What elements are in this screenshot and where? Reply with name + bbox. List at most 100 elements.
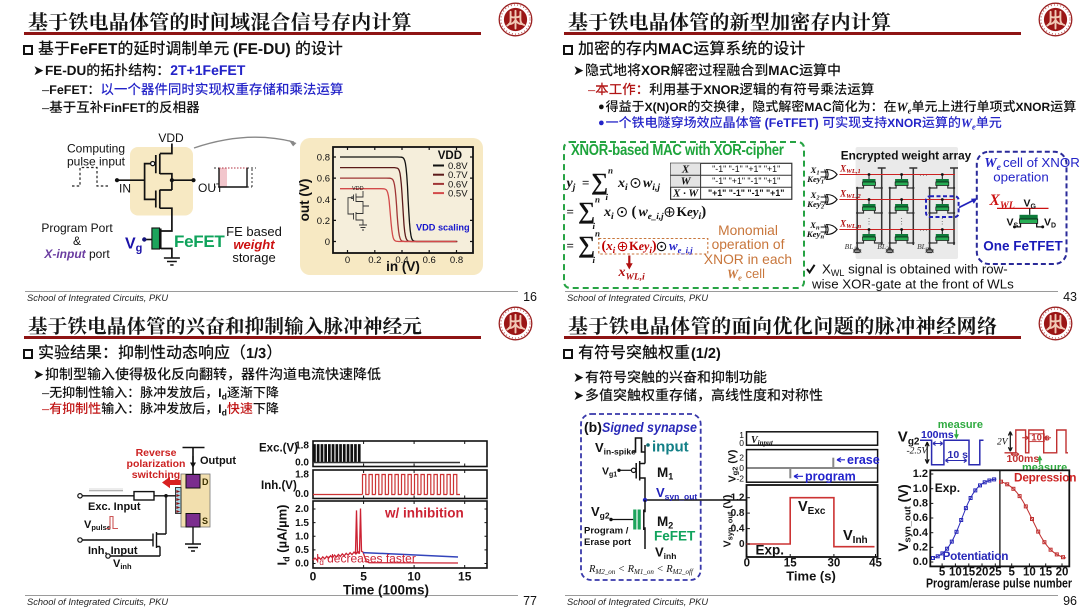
svg-text:0.4: 0.4	[395, 255, 408, 266]
svg-text:15: 15	[458, 570, 472, 584]
svg-text:input: input	[652, 439, 689, 456]
svg-text:···: ···	[919, 170, 928, 180]
svg-text:0.2: 0.2	[368, 255, 381, 266]
svg-text:0: 0	[739, 539, 745, 550]
svg-text:0.4: 0.4	[731, 524, 745, 535]
svg-text:1.8: 1.8	[295, 470, 309, 481]
svg-text:···: ···	[919, 225, 928, 235]
svg-text:w/ inhibition: w/ inhibition	[384, 506, 464, 521]
svg-text:X2: X2	[809, 190, 820, 202]
svg-text:(b): (b)	[584, 419, 602, 435]
svg-text:wise XOR-gate at the front of: wise XOR-gate at the front of WLs	[811, 277, 1014, 292]
svg-text:FeFET: FeFET	[654, 529, 696, 544]
svg-text:0: 0	[739, 438, 744, 448]
svg-text:0.2: 0.2	[317, 216, 330, 227]
svg-text:Program /: Program /	[584, 526, 629, 537]
svg-text:2: 2	[739, 453, 744, 463]
svg-text:Encrypted weight array: Encrypted weight array	[841, 149, 972, 163]
svg-text:storage: storage	[232, 250, 275, 265]
svg-text:Exc.(V): Exc.(V)	[259, 443, 298, 455]
svg-text:Vg2: Vg2	[591, 504, 610, 521]
svg-text:Exp.: Exp.	[756, 543, 785, 558]
svg-text:measure: measure	[938, 419, 983, 431]
svg-text:operation: operation	[993, 170, 1048, 185]
svg-text:Vg: Vg	[125, 236, 142, 255]
svg-text:1.8: 1.8	[295, 441, 309, 452]
svg-text:15: 15	[962, 567, 975, 579]
svg-text:XWL,n: XWL,n	[839, 219, 861, 231]
svg-text:Program/erase pulse number: Program/erase pulse number	[926, 576, 1072, 591]
svg-text:switching: switching	[132, 469, 180, 481]
svg-text:Program Port: Program Port	[41, 221, 113, 235]
svg-text:0: 0	[345, 255, 350, 266]
svg-text:1.2: 1.2	[913, 468, 928, 480]
svg-text:Vsyn_out (V): Vsyn_out (V)	[896, 484, 914, 551]
svg-text:0.4: 0.4	[317, 195, 330, 206]
svg-text:-2.5V: -2.5V	[907, 447, 929, 457]
svg-text:erase: erase	[847, 453, 880, 467]
svg-text:"+1" "-1" "-1" "+1": "+1" "-1" "-1" "+1"	[708, 188, 784, 198]
svg-text:45: 45	[869, 558, 882, 570]
svg-text:Depression: Depression	[1014, 471, 1076, 485]
svg-text:cell of XNOR: cell of XNOR	[1003, 155, 1080, 170]
svg-text:Vg1: Vg1	[602, 466, 617, 479]
svg-text:⋮: ⋮	[898, 217, 906, 226]
svg-text:1.5: 1.5	[295, 518, 309, 529]
svg-text:0.6: 0.6	[913, 512, 928, 524]
svg-text:Key2: Key2	[806, 199, 825, 211]
svg-text:0.7V: 0.7V	[448, 170, 468, 181]
svg-text:Vinh: Vinh	[113, 558, 132, 571]
svg-text:Computing: Computing	[67, 142, 125, 156]
svg-text:BL2: BL2	[877, 242, 889, 252]
svg-text:10: 10	[1023, 567, 1036, 579]
svg-text:0.0: 0.0	[295, 489, 309, 500]
svg-text:pulse input: pulse input	[67, 155, 126, 169]
svg-text:10 s: 10 s	[948, 449, 969, 461]
svg-text:S: S	[202, 516, 208, 526]
svg-text:0.5: 0.5	[295, 545, 309, 556]
svg-text:Exp.: Exp.	[935, 481, 960, 495]
svg-text:10 s: 10 s	[1031, 433, 1050, 444]
svg-text:Output: Output	[200, 455, 236, 467]
svg-text:in (V): in (V)	[386, 259, 420, 274]
svg-text:-2: -2	[736, 474, 744, 484]
svg-text:FE based: FE based	[226, 224, 282, 239]
svg-text:0.8: 0.8	[913, 498, 928, 510]
svg-text:polarization: polarization	[127, 458, 186, 470]
svg-text:Vsyn_out: Vsyn_out	[656, 485, 697, 502]
svg-text:30: 30	[828, 558, 841, 570]
svg-text:Signed synapse: Signed synapse	[602, 419, 697, 435]
svg-text:X1: X1	[809, 165, 819, 177]
svg-text:Erase port: Erase port	[584, 537, 632, 548]
svg-text:RM2_on < RM1_on < RM2_off: RM2_on < RM1_on < RM2_off	[588, 564, 694, 576]
svg-text:OUT: OUT	[198, 181, 224, 195]
svg-text:0: 0	[739, 463, 744, 473]
svg-text:VDD: VDD	[438, 150, 462, 162]
svg-text:Vg2: Vg2	[898, 429, 920, 448]
svg-text:M1: M1	[657, 465, 673, 482]
svg-text:X: X	[681, 164, 690, 176]
svg-text:Vinh: Vinh	[655, 545, 676, 562]
svg-text:Inh.(V): Inh.(V)	[261, 480, 297, 492]
svg-text:2.0: 2.0	[295, 504, 309, 515]
svg-text:VDD: VDD	[158, 131, 184, 145]
svg-text:100ms: 100ms	[921, 429, 954, 441]
svg-text:XWL,2: XWL,2	[839, 189, 861, 201]
svg-text:100ms: 100ms	[1007, 453, 1040, 465]
svg-text:1.2: 1.2	[731, 493, 745, 504]
svg-text:XWL signal is obtained with ro: XWL signal is obtained with row-	[822, 262, 1008, 279]
svg-text:10: 10	[949, 567, 962, 579]
svg-text:15: 15	[1039, 567, 1052, 579]
svg-text:Time (s): Time (s)	[786, 569, 836, 584]
svg-text:Time (100ms): Time (100ms)	[343, 583, 429, 598]
svg-text:Reverse: Reverse	[136, 447, 177, 459]
svg-text:Exc. Input: Exc. Input	[88, 501, 141, 513]
svg-text:2V: 2V	[997, 438, 1009, 448]
svg-text:0: 0	[310, 570, 317, 584]
svg-text:⋮: ⋮	[865, 217, 873, 226]
svg-text:BL1: BL1	[845, 242, 857, 252]
svg-text:1.0: 1.0	[295, 531, 309, 542]
svg-text:0.0: 0.0	[913, 556, 928, 568]
svg-text:Key1: Key1	[806, 174, 824, 186]
svg-text:25: 25	[989, 567, 1002, 579]
